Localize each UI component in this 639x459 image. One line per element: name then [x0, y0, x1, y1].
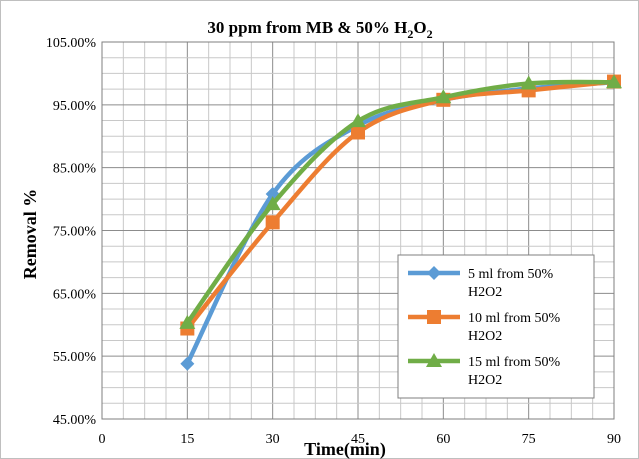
- legend-label: 15 ml from 50%: [468, 355, 560, 370]
- data-point-triangle: [435, 89, 452, 104]
- legend-item: 10 ml from 50% H2O2: [408, 310, 560, 344]
- data-point-square: [427, 310, 441, 324]
- data-point-square: [351, 125, 365, 140]
- data-point-triangle: [179, 314, 196, 329]
- legend-label: H2O2: [468, 373, 502, 388]
- y-tick-label: 55.00%: [53, 350, 97, 365]
- y-tick-label: 85.00%: [53, 162, 97, 177]
- y-tick-label: 95.00%: [53, 99, 97, 114]
- data-point-diamond: [427, 266, 441, 280]
- series-layer: [179, 74, 622, 371]
- y-tick-label: 75.00%: [53, 225, 97, 240]
- x-tick-label: 30: [266, 432, 280, 447]
- y-tick-label: 65.00%: [53, 287, 97, 302]
- legend-label: 5 ml from 50%: [468, 267, 553, 282]
- y-tick-label: 45.00%: [53, 413, 97, 428]
- legend-label: H2O2: [468, 285, 502, 300]
- grid-lines: [101, 41, 615, 420]
- data-point-triangle: [606, 74, 622, 89]
- legend-item: 15 ml from 50% H2O2: [408, 353, 560, 388]
- y-axis-label: Removal %: [20, 189, 40, 279]
- data-point-triangle: [350, 113, 366, 128]
- y-tick-labels: 45.00% 55.00% 65.00% 75.00% 85.00% 95.00% 105.…: [46, 36, 97, 428]
- data-point-triangle: [520, 75, 537, 90]
- x-tick-label: 60: [436, 432, 450, 447]
- x-axis-label: Time(min): [304, 439, 386, 459]
- plot-area-border: [101, 41, 615, 420]
- x-tick-label: 45: [351, 432, 365, 447]
- x-tick-label: 75: [522, 432, 536, 447]
- x-tick-label: 0: [99, 432, 106, 447]
- x-tick-label: 90: [607, 432, 621, 447]
- data-point-triangle: [264, 196, 281, 211]
- series-3: [179, 74, 622, 329]
- legend-box: [397, 254, 595, 399]
- data-point-triangle: [426, 353, 442, 367]
- data-point-diamond: [180, 356, 195, 371]
- y-tick-label: 105.00%: [46, 36, 97, 51]
- x-tick-label: 15: [180, 432, 194, 447]
- chart-title: 30 ppm from MB & 50% H2O2: [207, 18, 432, 41]
- legend-item: 5 ml from 50% H2O2: [408, 266, 553, 300]
- legend-label: 10 ml from 50%: [468, 311, 560, 326]
- legend-label: H2O2: [468, 329, 502, 344]
- data-point-square: [265, 215, 280, 230]
- x-tick-labels: 0 15 30 45 60 75 90: [99, 432, 622, 447]
